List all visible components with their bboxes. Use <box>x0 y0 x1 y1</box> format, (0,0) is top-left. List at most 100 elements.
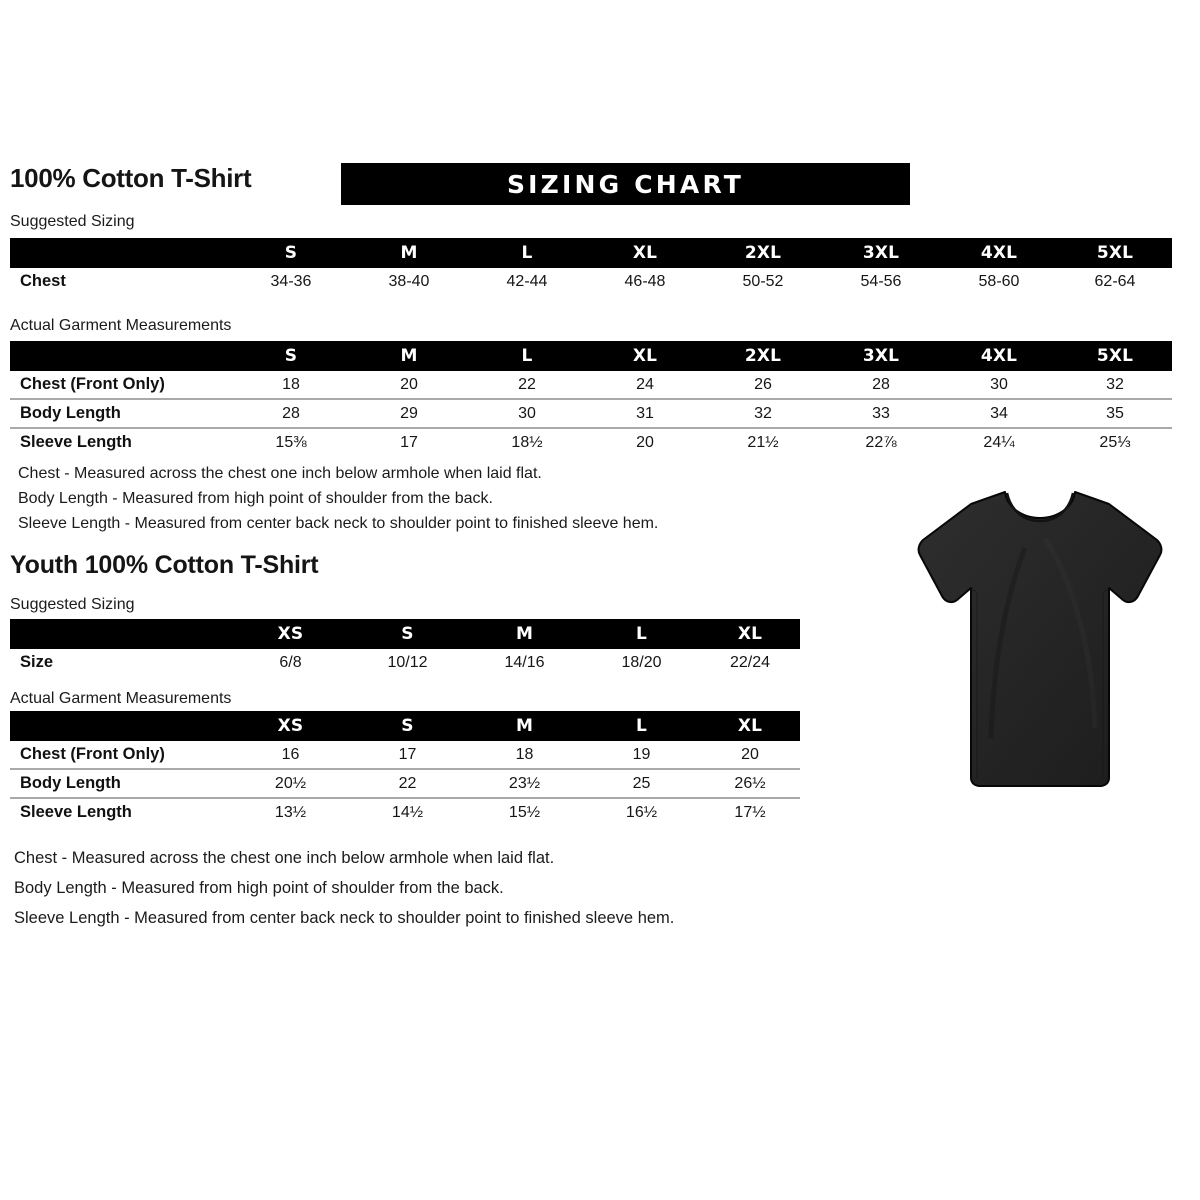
note-sleeve-length: Sleeve Length - Measured from center bac… <box>14 909 675 927</box>
col-header-label <box>10 341 232 371</box>
cell-chest-2xl: 26 <box>754 375 772 393</box>
col-header-s: S <box>349 619 466 649</box>
col-header-l: L <box>468 341 586 371</box>
cell-body-xs: 20½ <box>232 768 349 798</box>
cell-chest-m: 38-40 <box>388 272 430 290</box>
banner-title: SIZING CHART <box>506 169 745 199</box>
cell-body-4xl: 34 <box>940 398 1058 428</box>
cell-chest-3xl: 28 <box>872 375 890 393</box>
row-label-chest: Chest <box>20 272 66 290</box>
cell-body-5xl: 35 <box>1058 398 1172 428</box>
table-row: Size 6/8 10/12 14/16 18/20 22/24 <box>10 649 800 676</box>
cell-body-l: 30 <box>468 398 586 428</box>
note-chest: Chest - Measured across the chest one in… <box>14 849 555 867</box>
sizing-chart-banner: SIZING CHART <box>341 163 910 205</box>
cell-sleeve-xs: 13½ <box>232 797 349 826</box>
cell-size-s: 10/12 <box>387 653 428 671</box>
cell-size-xs: 6/8 <box>279 653 302 671</box>
cell-body-s: 22 <box>349 768 466 798</box>
table-row: Body Length 28 29 30 31 32 33 34 35 <box>10 398 1172 428</box>
note-body-length: Body Length - Measured from high point o… <box>14 879 504 897</box>
table-row: Chest (Front Only) 18 20 22 24 26 28 30 … <box>10 371 1172 399</box>
adult-measurement-notes: Chest - Measured across the chest one in… <box>18 461 658 536</box>
cell-chest-xl: 24 <box>636 375 654 393</box>
col-header-xl: XL <box>700 619 800 649</box>
col-header-xl: XL <box>586 238 704 268</box>
cell-chest-m: 18 <box>515 745 534 763</box>
col-header-label <box>10 619 232 649</box>
table-row: Chest (Front Only) 16 17 18 19 20 <box>10 741 800 769</box>
youth-suggested-sizing-table: XS S M L XL Size 6/8 10/12 14/16 18/20 2… <box>10 619 800 676</box>
col-header-m: M <box>466 711 583 741</box>
col-header-xs: XS <box>232 619 349 649</box>
cell-size-l: 18/20 <box>621 653 662 671</box>
youth-section-title: Youth 100% Cotton T-Shirt <box>10 551 319 579</box>
cell-chest-4xl: 58-60 <box>978 272 1020 290</box>
col-header-5xl: 5XL <box>1058 341 1172 371</box>
col-header-label <box>10 238 232 268</box>
cell-sleeve-4xl: 24¼ <box>940 427 1058 456</box>
col-header-m: M <box>350 341 468 371</box>
cell-chest-s: 17 <box>398 745 417 763</box>
row-label-body-length: Body Length <box>10 398 232 428</box>
col-header-xl: XL <box>586 341 704 371</box>
note-chest: Chest - Measured across the chest one in… <box>18 465 542 482</box>
cell-chest-l: 42-44 <box>506 272 548 290</box>
adult-suggested-sizing-table: S M L XL 2XL 3XL 4XL 5XL Chest 34-36 38-… <box>10 238 1172 295</box>
cell-sleeve-3xl: 22⅞ <box>822 427 940 456</box>
cell-chest-5xl: 62-64 <box>1094 272 1136 290</box>
cell-body-xl: 26½ <box>700 768 800 798</box>
row-label-body-length: Body Length <box>10 768 232 798</box>
cell-body-m: 29 <box>350 398 468 428</box>
col-header-l: L <box>583 711 700 741</box>
col-header-l: L <box>468 238 586 268</box>
row-label-chest-front-only: Chest (Front Only) <box>20 745 165 763</box>
col-header-l: L <box>583 619 700 649</box>
adult-suggested-caption: Suggested Sizing <box>10 213 135 230</box>
col-header-s: S <box>232 238 350 268</box>
cell-sleeve-xl: 17½ <box>700 797 800 826</box>
col-header-m: M <box>466 619 583 649</box>
t-shirt-image <box>895 478 1185 808</box>
cell-chest-xl: 20 <box>741 745 759 763</box>
cell-sleeve-s: 14½ <box>349 797 466 826</box>
col-header-xl: XL <box>700 711 800 741</box>
cell-chest-m: 20 <box>400 375 418 393</box>
col-header-xs: XS <box>232 711 349 741</box>
row-label-size: Size <box>20 653 54 671</box>
col-header-label <box>10 711 232 741</box>
adult-garment-measurements-table: S M L XL 2XL 3XL 4XL 5XL Chest (Front On… <box>10 341 1172 456</box>
cell-chest-4xl: 30 <box>990 375 1008 393</box>
cell-sleeve-5xl: 25⅓ <box>1058 427 1172 456</box>
cell-chest-2xl: 50-52 <box>742 272 784 290</box>
row-label-sleeve-length: Sleeve Length <box>10 797 232 826</box>
col-header-m: M <box>350 238 468 268</box>
youth-measurement-notes: Chest - Measured across the chest one in… <box>14 843 674 933</box>
header-row: 100% Cotton T-Shirt SIZING CHART <box>10 163 1190 207</box>
col-header-3xl: 3XL <box>822 341 940 371</box>
cell-chest-5xl: 32 <box>1106 375 1124 393</box>
table-header-row: XS S M L XL <box>10 619 800 649</box>
cell-chest-xl: 46-48 <box>624 272 666 290</box>
cell-sleeve-l: 16½ <box>583 797 700 826</box>
cell-chest-s: 18 <box>282 375 300 393</box>
cell-sleeve-s: 15⅜ <box>232 427 350 456</box>
cell-chest-s: 34-36 <box>270 272 312 290</box>
youth-garment-caption: Actual Garment Measurements <box>10 690 232 707</box>
youth-suggested-caption: Suggested Sizing <box>10 596 135 613</box>
cell-sleeve-xl: 20 <box>586 427 704 456</box>
table-row: Sleeve Length 15⅜ 17 18½ 20 21½ 22⅞ 24¼ … <box>10 427 1172 456</box>
col-header-4xl: 4XL <box>940 341 1058 371</box>
cell-chest-xs: 16 <box>281 745 300 763</box>
col-header-s: S <box>349 711 466 741</box>
table-header-row: S M L XL 2XL 3XL 4XL 5XL <box>10 341 1172 371</box>
cell-sleeve-m: 15½ <box>466 797 583 826</box>
note-sleeve-length: Sleeve Length - Measured from center bac… <box>18 515 659 532</box>
col-header-2xl: 2XL <box>704 238 822 268</box>
row-label-chest-front-only: Chest (Front Only) <box>20 375 165 393</box>
youth-garment-measurements-table: XS S M L XL Chest (Front Only) 16 17 18 … <box>10 711 800 826</box>
cell-sleeve-l: 18½ <box>468 427 586 456</box>
page-title: 100% Cotton T-Shirt <box>10 163 252 193</box>
cell-body-2xl: 32 <box>704 398 822 428</box>
